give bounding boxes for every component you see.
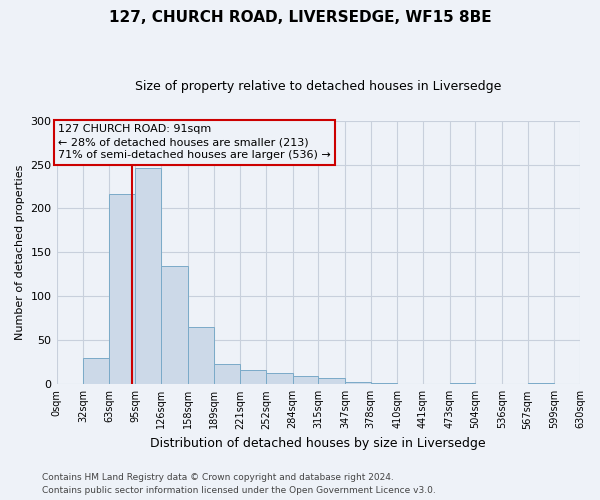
Bar — [109, 194, 136, 384]
Text: Contains HM Land Registry data © Crown copyright and database right 2024.
Contai: Contains HM Land Registry data © Crown c… — [42, 474, 436, 495]
Bar — [188, 327, 214, 384]
Bar — [161, 266, 188, 384]
Bar — [214, 364, 240, 384]
Title: Size of property relative to detached houses in Liversedge: Size of property relative to detached ho… — [135, 80, 502, 93]
Bar — [293, 376, 318, 384]
Bar — [318, 378, 345, 384]
Bar — [266, 373, 293, 384]
Y-axis label: Number of detached properties: Number of detached properties — [15, 164, 25, 340]
Text: 127 CHURCH ROAD: 91sqm
← 28% of detached houses are smaller (213)
71% of semi-de: 127 CHURCH ROAD: 91sqm ← 28% of detached… — [58, 124, 331, 160]
Bar — [345, 382, 371, 384]
X-axis label: Distribution of detached houses by size in Liversedge: Distribution of detached houses by size … — [151, 437, 486, 450]
Text: 127, CHURCH ROAD, LIVERSEDGE, WF15 8BE: 127, CHURCH ROAD, LIVERSEDGE, WF15 8BE — [109, 10, 491, 25]
Bar — [136, 168, 161, 384]
Bar — [83, 358, 109, 384]
Bar — [240, 370, 266, 384]
